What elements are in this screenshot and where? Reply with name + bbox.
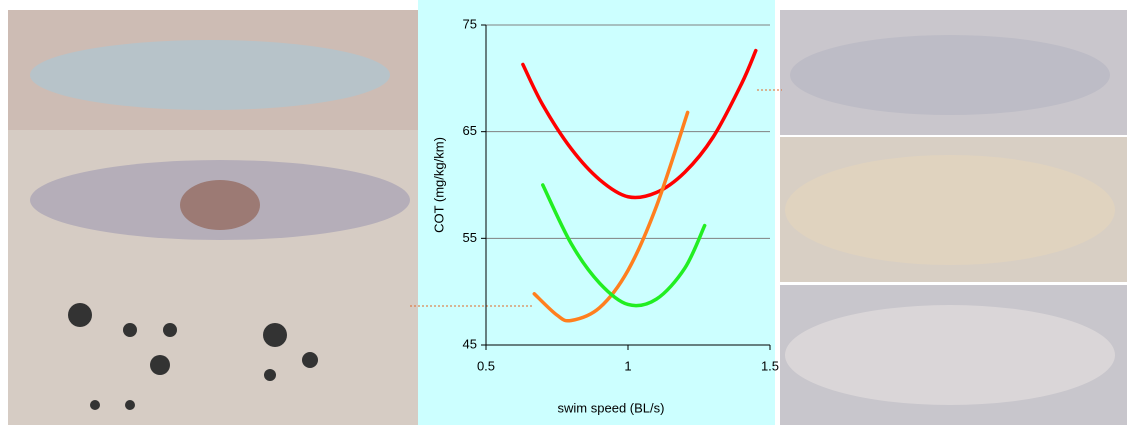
photo-specimen <box>30 40 390 110</box>
x-tick-label: 0.5 <box>477 358 495 373</box>
series-line <box>521 48 758 200</box>
photo-specimen <box>785 305 1115 405</box>
series-line <box>532 110 690 323</box>
photo-specimen <box>790 35 1110 115</box>
y-tick-label: 75 <box>463 16 477 31</box>
photo-specimen <box>180 180 260 230</box>
chart-background <box>418 0 775 425</box>
y-tick-label: 55 <box>463 230 477 245</box>
y-tick-label: 45 <box>463 336 477 351</box>
x-axis-label: swim speed (BL/s) <box>558 400 665 415</box>
y-axis-label: COT (mg/kg/km) <box>431 137 446 233</box>
photo-worms <box>68 303 318 410</box>
y-tick-label: 65 <box>463 123 477 138</box>
photo-specimen <box>785 155 1115 265</box>
x-tick-label: 1.5 <box>761 358 779 373</box>
x-tick-label: 1 <box>624 358 631 373</box>
series-line <box>541 183 707 308</box>
